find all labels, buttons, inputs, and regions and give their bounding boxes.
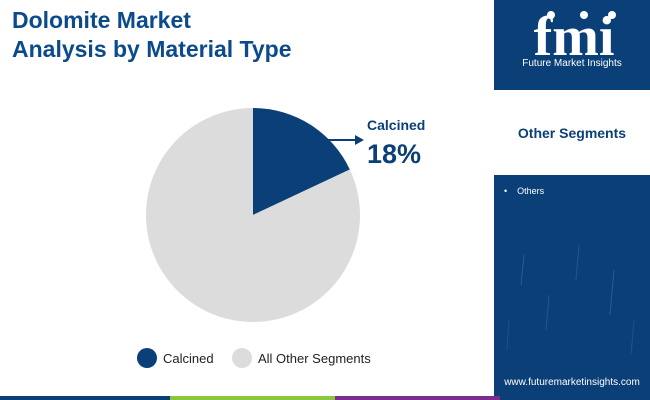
- segment-list: Others: [504, 186, 544, 196]
- pie-slice-all-other-segments: [145, 108, 360, 322]
- logo-dot-icon: [580, 11, 588, 19]
- fmi-logo: fmi: [534, 6, 616, 68]
- pie-slice-calcined: [253, 108, 350, 215]
- callout-value: 18%: [367, 139, 421, 169]
- logo-dot-icon: [608, 11, 616, 19]
- title-line-2: Analysis by Material Type: [12, 36, 292, 62]
- title-line-1: Dolomite Market: [12, 7, 191, 33]
- legend-swatch-calcined: [137, 348, 157, 368]
- website-link[interactable]: www.futuremarketinsights.com: [504, 377, 640, 388]
- chart-title: Dolomite Market Analysis by Material Typ…: [12, 6, 482, 64]
- bottom-bar-segment: [170, 396, 335, 400]
- legend-label-other: All Other Segments: [258, 350, 371, 366]
- legend-label-calcined: Calcined: [163, 350, 214, 366]
- legend-swatch-other: [232, 348, 252, 368]
- other-segments-heading: Other Segments: [494, 90, 650, 175]
- bottom-bar-segment: [500, 396, 650, 400]
- bottom-color-bar: [0, 396, 650, 400]
- callout-label: Calcined: [367, 117, 425, 133]
- pie-chart: Calcined 18%: [145, 108, 425, 322]
- logo-letters: fmi: [534, 6, 615, 68]
- decorative-streaks: [506, 244, 635, 356]
- logo-dot-icon: [547, 11, 555, 19]
- segment-item-others: Others: [504, 186, 544, 196]
- brand-name: Future Market Insights: [522, 58, 622, 69]
- callout-arrow-head: [355, 135, 364, 145]
- sidebar-panel: fmi Future Market Insights Other Segment…: [494, 0, 650, 400]
- bottom-bar-segment: [335, 396, 500, 400]
- bottom-bar-segment: [0, 396, 170, 400]
- legend-item-calcined: Calcined: [137, 347, 214, 369]
- legend-item-other: All Other Segments: [232, 347, 371, 369]
- pie-slices: [145, 108, 360, 322]
